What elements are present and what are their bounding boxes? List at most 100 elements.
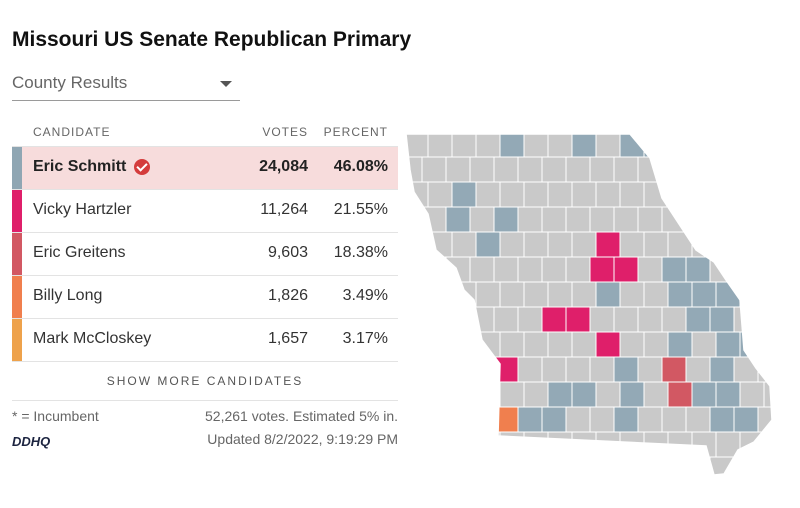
county-shape[interactable] — [499, 132, 525, 158]
county-shape[interactable] — [451, 381, 477, 408]
county-shape[interactable] — [451, 281, 477, 308]
county-shape[interactable] — [757, 306, 776, 333]
county-shape[interactable] — [571, 331, 597, 358]
county-shape[interactable] — [445, 356, 471, 383]
county-shape[interactable] — [541, 406, 567, 433]
county-shape[interactable] — [547, 331, 573, 358]
county-shape[interactable] — [613, 456, 639, 476]
county-shape[interactable] — [547, 132, 573, 158]
county-shape[interactable] — [427, 431, 453, 458]
county-shape[interactable] — [475, 381, 501, 408]
county-shape[interactable] — [493, 256, 519, 283]
county-shape[interactable] — [541, 206, 567, 233]
county-shape[interactable] — [565, 206, 591, 233]
county-shape[interactable] — [571, 181, 597, 208]
county-shape[interactable] — [763, 381, 776, 408]
county-shape[interactable] — [667, 181, 693, 208]
county-shape[interactable] — [427, 281, 453, 308]
county-shape[interactable] — [469, 156, 495, 183]
county-shape[interactable] — [571, 132, 597, 158]
county-shape[interactable] — [637, 306, 663, 333]
county-shape[interactable] — [404, 156, 423, 183]
county-shape[interactable] — [619, 431, 645, 458]
county-shape[interactable] — [541, 256, 567, 283]
county-shape[interactable] — [643, 331, 669, 358]
county-shape[interactable] — [571, 381, 597, 408]
county-shape[interactable] — [613, 156, 639, 183]
county-shape[interactable] — [547, 231, 573, 258]
county-shape[interactable] — [469, 406, 495, 433]
county-shape[interactable] — [757, 256, 776, 283]
county-shape[interactable] — [709, 406, 735, 433]
county-shape[interactable] — [709, 306, 735, 333]
county-shape[interactable] — [589, 356, 615, 383]
county-shape[interactable] — [451, 331, 477, 358]
county-shape[interactable] — [661, 356, 687, 383]
county-shape[interactable] — [739, 281, 765, 308]
county-shape[interactable] — [589, 456, 615, 476]
county-shape[interactable] — [475, 331, 501, 358]
county-shape[interactable] — [404, 356, 423, 383]
county-shape[interactable] — [763, 431, 776, 458]
county-shape[interactable] — [517, 306, 543, 333]
results-view-dropdown[interactable]: County Results — [12, 70, 240, 101]
county-shape[interactable] — [691, 231, 717, 258]
county-shape[interactable] — [469, 306, 495, 333]
county-shape[interactable] — [421, 156, 447, 183]
county-shape[interactable] — [475, 132, 501, 158]
county-shape[interactable] — [763, 231, 776, 258]
county-shape[interactable] — [469, 206, 495, 233]
county-shape[interactable] — [739, 132, 765, 158]
county-shape[interactable] — [715, 331, 741, 358]
county-shape[interactable] — [595, 181, 621, 208]
county-shape[interactable] — [739, 231, 765, 258]
county-shape[interactable] — [445, 306, 471, 333]
county-shape[interactable] — [499, 181, 525, 208]
county-shape[interactable] — [619, 231, 645, 258]
county-shape[interactable] — [709, 156, 735, 183]
county-shape[interactable] — [595, 431, 621, 458]
county-shape[interactable] — [404, 431, 429, 458]
county-shape[interactable] — [667, 132, 693, 158]
county-shape[interactable] — [691, 431, 717, 458]
county-shape[interactable] — [733, 406, 759, 433]
county-shape[interactable] — [595, 381, 621, 408]
county-shape[interactable] — [667, 281, 693, 308]
county-shape[interactable] — [571, 231, 597, 258]
county-shape[interactable] — [619, 281, 645, 308]
county-shape[interactable] — [493, 456, 519, 476]
county-shape[interactable] — [691, 281, 717, 308]
county-shape[interactable] — [427, 331, 453, 358]
county-shape[interactable] — [757, 456, 776, 476]
county-shape[interactable] — [475, 231, 501, 258]
county-shape[interactable] — [517, 356, 543, 383]
county-shape[interactable] — [709, 206, 735, 233]
county-shape[interactable] — [589, 256, 615, 283]
county-shape[interactable] — [523, 431, 549, 458]
county-shape[interactable] — [661, 306, 687, 333]
county-shape[interactable] — [517, 256, 543, 283]
county-shape[interactable] — [637, 406, 663, 433]
county-shape[interactable] — [763, 331, 776, 358]
county-shape[interactable] — [619, 381, 645, 408]
county-shape[interactable] — [499, 381, 525, 408]
county-shape[interactable] — [547, 181, 573, 208]
county-shape[interactable] — [427, 132, 453, 158]
county-shape[interactable] — [757, 206, 776, 233]
county-shape[interactable] — [404, 331, 429, 358]
county-shape[interactable] — [445, 156, 471, 183]
county-shape[interactable] — [571, 281, 597, 308]
county-shape[interactable] — [733, 306, 759, 333]
county-shape[interactable] — [613, 206, 639, 233]
county-shape[interactable] — [757, 356, 776, 383]
county-shape[interactable] — [685, 406, 711, 433]
county-shape[interactable] — [445, 456, 471, 476]
county-shape[interactable] — [691, 331, 717, 358]
county-shape[interactable] — [547, 281, 573, 308]
county-shape[interactable] — [733, 456, 759, 476]
county-shape[interactable] — [661, 456, 687, 476]
county-shape[interactable] — [421, 306, 447, 333]
county-shape[interactable] — [451, 431, 477, 458]
county-shape[interactable] — [643, 181, 669, 208]
county-shape[interactable] — [643, 132, 669, 158]
